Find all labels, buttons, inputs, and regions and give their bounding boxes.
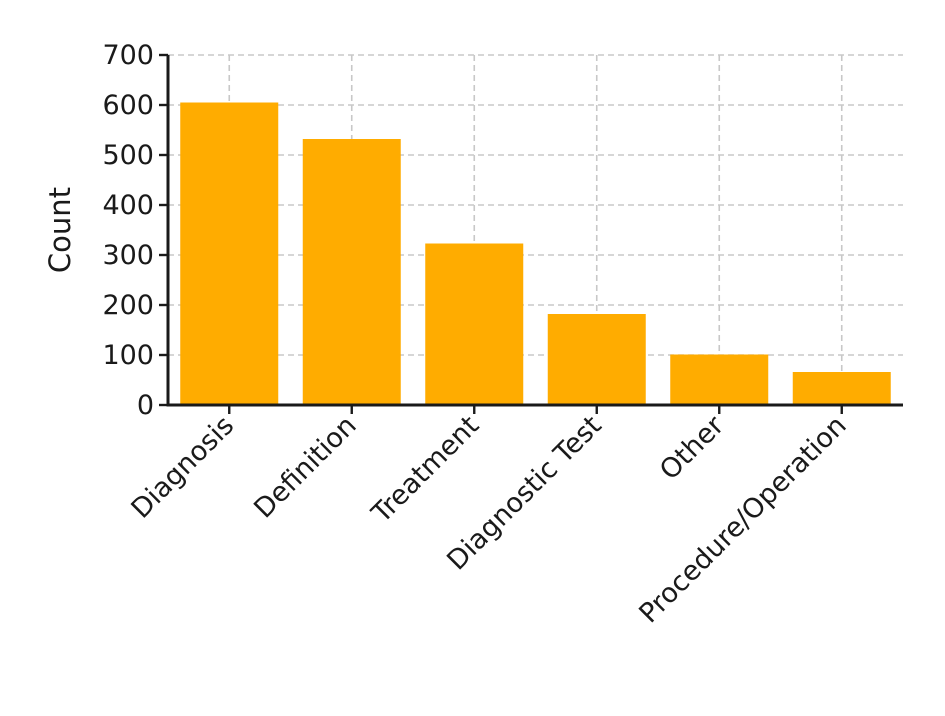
x-tick-label: Definition bbox=[248, 410, 362, 524]
x-tick-label: Other bbox=[654, 409, 731, 486]
bar-definition bbox=[302, 139, 401, 405]
axes-layer bbox=[166, 55, 903, 407]
bars-layer bbox=[180, 102, 891, 405]
y-tick-label: 500 bbox=[102, 140, 154, 171]
y-axis-ticks: 0 100 200 300 400 500 600 700 bbox=[102, 40, 168, 421]
y-tick-label: 200 bbox=[102, 290, 154, 321]
bar-other bbox=[670, 354, 769, 405]
x-tick-label: Procedure/Operation bbox=[633, 410, 852, 629]
bar-diagnostic-test bbox=[547, 314, 646, 405]
y-tick-label: 300 bbox=[102, 240, 154, 271]
bar-procedure-operation bbox=[792, 372, 891, 405]
y-axis-title: Count bbox=[43, 187, 77, 273]
y-tick-label: 700 bbox=[102, 40, 154, 71]
y-tick-label: 400 bbox=[102, 190, 154, 221]
y-tick-label: 0 bbox=[137, 390, 154, 421]
x-tick-label: Treatment bbox=[365, 410, 485, 530]
bar-treatment bbox=[425, 243, 524, 405]
y-tick-label: 100 bbox=[102, 340, 154, 371]
bar-diagnosis bbox=[180, 102, 279, 405]
x-tick-label: Diagnosis bbox=[125, 410, 240, 525]
y-tick-label: 600 bbox=[102, 90, 154, 121]
